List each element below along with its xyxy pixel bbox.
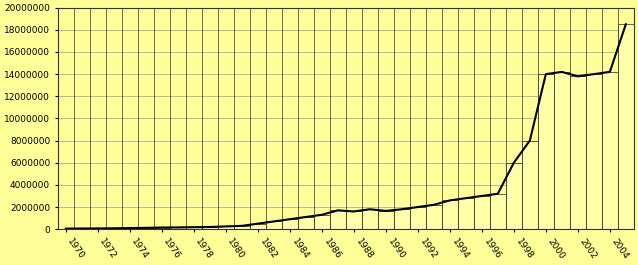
Bar xyxy=(538,74,554,229)
Bar xyxy=(602,72,618,229)
Bar xyxy=(442,200,458,229)
Bar xyxy=(330,210,346,229)
Bar xyxy=(522,140,538,229)
Bar xyxy=(426,205,442,229)
Bar xyxy=(74,228,90,229)
Bar xyxy=(378,211,394,229)
Bar xyxy=(506,163,522,229)
Bar xyxy=(202,227,218,229)
Bar xyxy=(490,194,506,229)
Bar xyxy=(106,228,122,229)
Bar xyxy=(90,228,106,229)
Bar xyxy=(458,198,474,229)
Bar xyxy=(186,227,202,229)
Bar xyxy=(554,72,570,229)
Bar xyxy=(586,74,602,229)
Bar xyxy=(266,222,282,229)
Bar xyxy=(570,76,586,229)
Bar xyxy=(234,226,250,229)
Bar xyxy=(154,228,170,229)
Bar xyxy=(346,211,362,229)
Bar xyxy=(282,219,298,229)
Bar xyxy=(362,209,378,229)
Bar xyxy=(618,24,634,229)
Bar xyxy=(170,227,186,229)
Bar xyxy=(122,228,138,229)
Bar xyxy=(474,196,490,229)
Bar xyxy=(298,217,314,229)
Bar xyxy=(394,209,410,229)
Bar xyxy=(314,215,330,229)
Bar xyxy=(250,224,266,229)
Bar xyxy=(218,226,234,229)
Bar xyxy=(410,207,426,229)
Bar xyxy=(138,228,154,229)
